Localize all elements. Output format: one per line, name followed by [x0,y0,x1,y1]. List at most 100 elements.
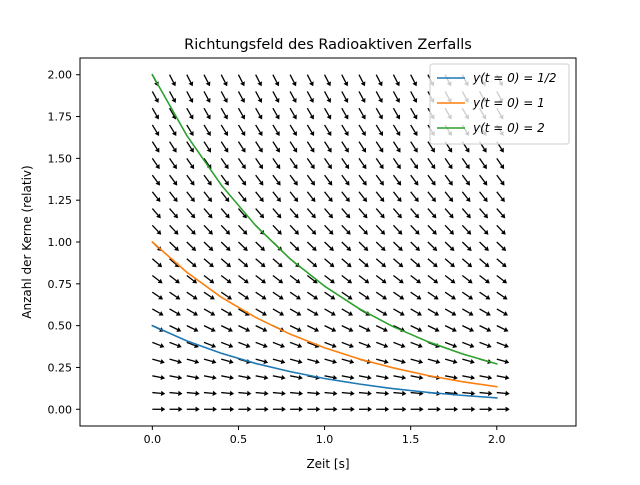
arrow-head [482,180,488,186]
arrow-shaft [496,391,506,395]
arrow-head [500,213,506,219]
arrow-head [264,406,269,412]
direction-arrow [392,157,401,170]
arrow-head [383,327,388,332]
arrow-shaft [203,291,212,298]
arrow-head [243,278,249,284]
arrow-head [292,164,298,170]
direction-arrow [324,274,335,284]
arrow-shaft [237,141,244,150]
arrow-shaft [410,291,419,298]
arrow-head [193,327,199,332]
direction-arrow [324,308,336,316]
arrow-shaft [410,174,417,183]
arrow-head [501,262,507,268]
arrow-shaft [203,258,212,266]
arrow-head [226,262,232,268]
arrow-head [361,114,366,120]
arrow-shaft [289,174,296,183]
arrow-shaft [289,224,297,233]
arrow-shaft [152,375,162,379]
direction-arrow [479,325,492,332]
direction-arrow [323,91,332,103]
direction-arrow [341,274,353,284]
arrow-head [414,229,420,235]
arrow-head [412,97,418,103]
arrow-shaft [237,107,244,117]
arrow-head [314,327,320,332]
arrow-head [261,311,267,316]
direction-arrow [221,390,235,396]
arrow-shaft [237,124,244,133]
arrow-shaft [410,375,420,379]
direction-arrow [461,174,471,186]
arrow-head [435,359,441,365]
arrow-head [258,180,264,186]
direction-arrow [375,341,389,348]
arrow-shaft [169,191,176,200]
arrow-shaft [186,124,192,133]
direction-arrow [169,308,181,316]
arrow-shaft [306,258,315,266]
direction-arrow [375,141,384,153]
arrow-head [361,164,367,170]
arrow-shaft [358,274,367,282]
arrow-shaft [151,191,159,200]
direction-arrow [323,107,332,120]
direction-arrow [152,374,166,381]
arrow-head [292,97,297,103]
arrow-shaft [462,358,471,363]
arrow-head [312,278,318,284]
arrow-shaft [289,325,299,331]
direction-arrow [272,141,280,153]
arrow-shaft [410,341,420,347]
direction-arrow [324,341,337,348]
direction-arrow [444,325,457,332]
arrow-shaft [410,107,416,117]
arrow-shaft [496,157,503,166]
series-line-2 [151,240,498,388]
legend-entry: y(t = 0) = 1 [437,96,545,110]
arrow-shaft [324,191,331,200]
direction-arrow [410,291,422,300]
arrow-shaft [289,74,295,83]
arrow-head [311,229,317,235]
arrow-head [500,197,505,203]
direction-arrow [186,308,199,316]
arrow-head [260,246,265,252]
direction-arrow [479,308,491,316]
arrow-shaft [220,258,229,266]
arrow-head [362,180,367,186]
arrow-shaft [427,274,436,282]
direction-arrow [375,91,383,103]
arrow-shaft [203,325,213,331]
arrow-head [329,278,335,284]
arrow-head [192,278,198,284]
arrow-head [465,197,471,203]
direction-arrow [255,341,268,348]
arrow-shaft [375,241,383,249]
arrow-shaft [427,358,437,363]
direction-arrow [461,191,471,203]
direction-arrow [203,358,217,365]
arrow-shaft [220,74,226,83]
direction-arrow [186,124,194,137]
direction-arrow [186,358,200,365]
direction-arrow [306,274,318,284]
direction-arrow [324,406,338,412]
direction-arrow [255,74,263,87]
arrow-head [464,147,470,153]
arrow-head [240,114,246,120]
direction-arrow [307,358,320,365]
arrow-head [395,97,400,103]
arrow-shaft [151,141,158,150]
arrow-head [362,213,368,219]
arrow-head [258,147,263,153]
arrow-head [397,213,402,219]
arrow-shaft [444,208,452,216]
arrow-shaft [272,174,279,183]
arrow-shaft [186,325,195,331]
direction-arrow [410,74,418,87]
arrow-shaft [203,208,211,216]
arrow-head [396,197,402,203]
